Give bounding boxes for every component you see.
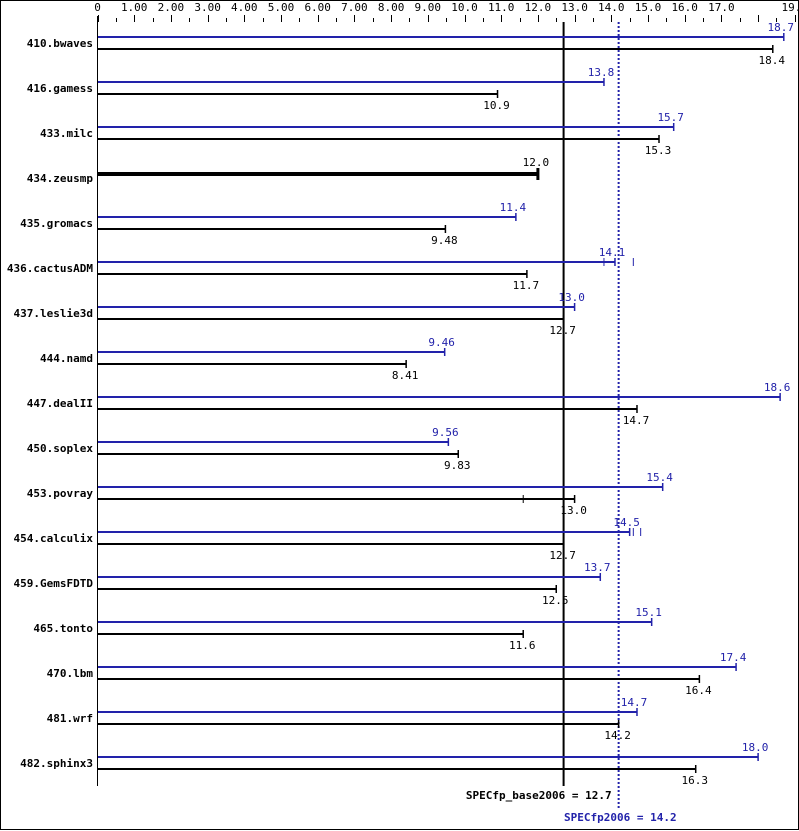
peak-value-label: 15.7	[657, 111, 684, 124]
base-value-label: 9.83	[444, 459, 471, 472]
base-value-label: 14.7	[623, 414, 650, 427]
benchmark-label: 459.GemsFDTD	[14, 577, 94, 590]
axis-tick-label: 4.00	[231, 1, 258, 14]
benchmark-label: 416.gamess	[27, 82, 93, 95]
axis-tick-label: 11.0	[488, 1, 515, 14]
benchmark-label: 450.soplex	[27, 442, 94, 455]
peak-value-label: 9.46	[428, 336, 455, 349]
axis-tick-label: 16.0	[671, 1, 698, 14]
benchmark-label: 433.milc	[40, 127, 93, 140]
base-value-label: 12.5	[542, 594, 569, 607]
base-reference-label: SPECfp_base2006 = 12.7	[466, 789, 612, 802]
benchmark-label: 470.lbm	[47, 667, 94, 680]
benchmark-label: 482.sphinx3	[20, 757, 93, 770]
benchmark-label: 434.zeusmp	[27, 172, 94, 185]
peak-value-label: 18.6	[764, 381, 791, 394]
axis-tick-label: 5.00	[268, 1, 295, 14]
peak-value-label: 13.8	[588, 66, 615, 79]
axis-tick-label: 19.0	[782, 1, 799, 14]
axis-tick-label: 9.00	[415, 1, 442, 14]
base-value-label: 18.4	[759, 54, 786, 67]
benchmark-label: 481.wrf	[47, 712, 93, 725]
axis-tick-label: 3.00	[194, 1, 221, 14]
base-value-label: 11.7	[513, 279, 540, 292]
benchmark-label: 444.namd	[40, 352, 93, 365]
base-value-label: 12.7	[549, 324, 576, 337]
peak-value-label: 15.4	[646, 471, 673, 484]
benchmark-label: 435.gromacs	[20, 217, 93, 230]
base-value-label: 8.41	[392, 369, 419, 382]
peak-value-label: 11.4	[500, 201, 527, 214]
peak-value-label: 14.1	[599, 246, 626, 259]
axis-tick-label: 7.00	[341, 1, 368, 14]
benchmark-label: 410.bwaves	[27, 37, 93, 50]
axis-tick-label: 17.0	[708, 1, 735, 14]
axis-tick-label: 1.00	[121, 1, 148, 14]
benchmark-label: 454.calculix	[14, 532, 94, 545]
peak-value-label: 17.4	[720, 651, 747, 664]
base-value-label: 15.3	[645, 144, 672, 157]
axis-tick-label: 0	[94, 1, 101, 14]
axis-tick-label: 14.0	[598, 1, 625, 14]
base-value-label: 16.3	[681, 774, 708, 787]
base-value-label: 16.4	[685, 684, 712, 697]
axis-tick-label: 8.00	[378, 1, 405, 14]
axis-tick-label: 12.0	[525, 1, 552, 14]
benchmark-label: 453.povray	[27, 487, 94, 500]
peak-value-label: 13.0	[558, 291, 585, 304]
base-value-label: 9.48	[431, 234, 458, 247]
peak-value-label: 15.1	[635, 606, 662, 619]
peak-value-label: 13.7	[584, 561, 611, 574]
peak-value-label: 18.7	[768, 21, 795, 34]
benchmark-label: 436.cactusADM	[7, 262, 93, 275]
axis-tick-label: 10.0	[451, 1, 478, 14]
benchmark-label: 437.leslie3d	[14, 307, 93, 320]
peak-reference-label: SPECfp2006 = 14.2	[564, 811, 677, 824]
axis-tick-label: 2.00	[158, 1, 185, 14]
peak-value-label: 18.0	[742, 741, 769, 754]
axis-tick-label: 6.00	[304, 1, 331, 14]
base-value-label: 13.0	[560, 504, 587, 517]
benchmark-label: 465.tonto	[33, 622, 93, 635]
base-value-label: 12.7	[549, 549, 576, 562]
base-value-label: 10.9	[483, 99, 510, 112]
peak-value-label: 14.7	[621, 696, 648, 709]
axis-tick-label: 15.0	[635, 1, 662, 14]
peak-value-label: 9.56	[432, 426, 459, 439]
benchmark-label: 447.dealII	[27, 397, 93, 410]
base-value-label: 11.6	[509, 639, 536, 652]
base-value-label: 12.0	[523, 156, 550, 169]
base-value-label: 14.2	[604, 729, 631, 742]
axis-tick-label: 13.0	[561, 1, 588, 14]
peak-value-label: 14.5	[613, 516, 640, 529]
